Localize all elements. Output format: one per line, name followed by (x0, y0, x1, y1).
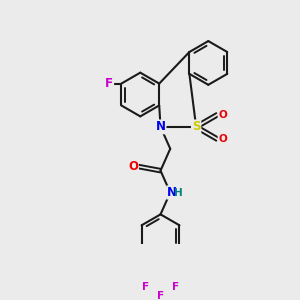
Text: O: O (218, 110, 227, 120)
Text: O: O (218, 134, 227, 144)
Text: F: F (172, 282, 179, 292)
Text: F: F (157, 291, 164, 300)
Text: N: N (167, 186, 177, 199)
Text: S: S (192, 120, 200, 134)
Text: N: N (155, 120, 166, 134)
Text: H: H (174, 188, 183, 197)
Text: F: F (105, 77, 113, 90)
Text: O: O (128, 160, 138, 173)
Text: F: F (142, 282, 149, 292)
